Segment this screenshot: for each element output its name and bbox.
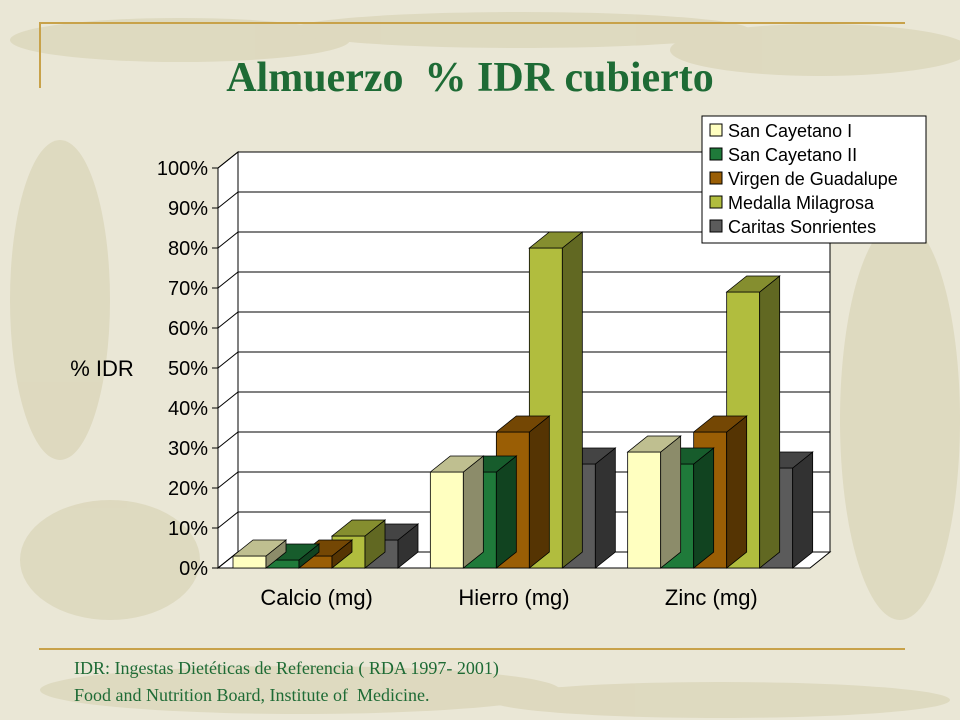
bar-top (495, 415, 551, 433)
legend-box (701, 115, 927, 244)
legend-item: Caritas Sonrientes (709, 217, 876, 237)
slide-title: Almuerzo % IDR cubierto (226, 55, 714, 101)
y-tick-label: 30% (168, 438, 208, 460)
y-tick-label: 20% (168, 478, 208, 500)
bar (231, 539, 288, 569)
bar-top (231, 539, 288, 557)
legend-label: Virgen de Guadalupe (728, 169, 898, 189)
decorative-bottom-line (39, 648, 905, 650)
legend-swatch (709, 147, 723, 161)
y-tick-label: 40% (168, 398, 208, 420)
gridline (217, 271, 830, 289)
bar (528, 231, 584, 569)
gridline (217, 311, 830, 329)
legend-label: San Cayetano I (728, 121, 852, 141)
bar-side (693, 447, 715, 569)
gridline (217, 391, 830, 409)
bar-front (429, 471, 464, 569)
gridline (217, 151, 830, 169)
y-tick-label: 90% (168, 198, 208, 220)
legend-item: San Cayetano II (709, 145, 857, 165)
y-tick-label: 80% (168, 238, 208, 260)
legend-label: Medalla Milagrosa (728, 193, 875, 213)
x-category-label: Zinc (mg) (665, 585, 758, 610)
bar-side (594, 447, 616, 569)
footnote-line-1: IDR: Ingestas Dietéticas de Referencia (… (74, 658, 499, 678)
y-tick-label: 50% (168, 358, 208, 380)
y-axis-label: % IDR (70, 356, 134, 381)
legend-item: San Cayetano I (709, 121, 852, 141)
source-footnote: IDR: Ingestas Dietéticas de Referencia (… (74, 655, 499, 709)
bar-top (725, 275, 781, 293)
bar-side (528, 415, 550, 569)
legend-swatch (709, 219, 723, 233)
bar-side (660, 435, 682, 569)
bar-top (330, 519, 387, 537)
legend-label: Caritas Sonrientes (728, 217, 876, 237)
bar-front (627, 451, 662, 569)
bar-side (792, 451, 814, 569)
y-axis-tick-labels: 0% 10% 20% 30% 40% 50% 60% 70% 80% 90% 100% (157, 158, 208, 580)
legend-item: Medalla Milagrosa (709, 193, 875, 213)
bar-top (692, 415, 748, 433)
gridline (217, 431, 830, 449)
legend-swatch (709, 171, 723, 185)
x-category-label: Hierro (mg) (458, 585, 569, 610)
bar (626, 435, 682, 569)
decorative-vertical-line (39, 22, 41, 88)
gridline (217, 231, 830, 249)
footnote-line-2: Food and Nutrition Board, Institute of M… (74, 685, 430, 705)
bar-side (561, 231, 583, 569)
gridline (217, 191, 830, 209)
bar-side (462, 455, 484, 569)
bar (429, 455, 485, 569)
chart-legend: San Cayetano I San Cayetano II Virgen de G… (701, 115, 927, 244)
bar-chart: 0% 10% 20% 30% 40% 50% 60% 70% 80% 90% 100% Calcio… (70, 115, 927, 610)
bar-top (626, 435, 682, 453)
x-category-label: Calcio (mg) (260, 585, 372, 610)
bar-top (429, 455, 485, 473)
legend-label: San Cayetano II (728, 145, 857, 165)
bar-top (528, 231, 584, 249)
bar-side (759, 275, 781, 569)
y-tick-label: 0% (179, 558, 208, 580)
bar-front (232, 555, 267, 569)
gridline (217, 351, 830, 369)
legend-item: Virgen de Guadalupe (709, 169, 898, 189)
bar-side (495, 455, 517, 569)
legend-swatch (709, 195, 723, 209)
y-tick-label: 10% (168, 518, 208, 540)
x-axis-category-labels: Calcio (mg) Hierro (mg) Zinc (mg) (260, 585, 757, 610)
y-tick-label: 70% (168, 278, 208, 300)
y-tick-label: 60% (168, 318, 208, 340)
chart-bars (231, 231, 814, 569)
decorative-top-line (39, 22, 905, 24)
y-tick-label: 100% (157, 158, 208, 180)
bar-side (726, 415, 748, 569)
legend-swatch (709, 123, 723, 137)
